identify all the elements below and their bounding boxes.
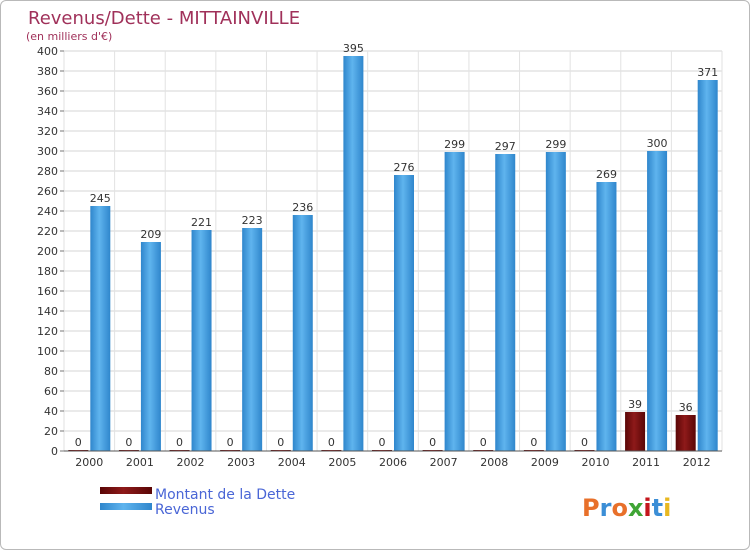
bar-revenus-2006 xyxy=(394,175,414,451)
label-revenus-2000: 245 xyxy=(90,192,111,205)
label-dette-2007: 0 xyxy=(429,436,436,449)
y-axis-ticks: 0 20 40 60 80 100 120 140 160 180 200 220 240 260 280 3… xyxy=(37,45,64,458)
logo-letter: t xyxy=(652,494,663,522)
label-revenus-2009: 299 xyxy=(545,138,566,151)
label-revenus-2010: 269 xyxy=(596,168,617,181)
bar-revenus-2007 xyxy=(444,152,465,451)
y-tick-label: 280 xyxy=(37,165,58,178)
bar-revenus-2008 xyxy=(495,154,516,451)
label-dette-2005: 0 xyxy=(328,436,335,449)
label-revenus-2007: 299 xyxy=(444,138,465,151)
bar-revenus-2005 xyxy=(343,56,364,451)
logo-letter: i xyxy=(643,494,651,522)
logo-letter: o xyxy=(611,494,628,522)
gridlines xyxy=(63,50,723,452)
y-tick-label: 300 xyxy=(37,145,58,158)
x-tick-label-2006: 2006 xyxy=(379,456,407,469)
chart-subtitle: (en milliers d'€) xyxy=(26,30,112,43)
y-tick-label: 260 xyxy=(37,185,58,198)
y-tick-label: 60 xyxy=(44,385,58,398)
logo-letter: x xyxy=(628,494,644,522)
logo-letter: r xyxy=(600,494,612,522)
label-revenus-2001: 209 xyxy=(140,228,161,241)
bar-revenus-2001 xyxy=(140,242,161,451)
bar-dette-2012 xyxy=(675,415,696,451)
label-revenus-2006: 276 xyxy=(394,161,415,174)
y-tick-label: 40 xyxy=(44,405,58,418)
y-tick-label: 320 xyxy=(37,125,58,138)
y-tick-label: 380 xyxy=(37,65,58,78)
y-tick-label: 220 xyxy=(37,225,58,238)
label-dette-2006: 0 xyxy=(379,436,386,449)
legend-swatch-debt xyxy=(100,487,152,494)
label-dette-2009: 0 xyxy=(530,436,537,449)
y-tick-label: 0 xyxy=(51,445,58,458)
label-revenus-2005: 395 xyxy=(343,42,364,55)
logo-letter: i xyxy=(663,494,671,522)
bar-revenus-2002 xyxy=(191,230,212,451)
bar-revenus-2009 xyxy=(545,152,566,451)
x-tick-label-2005: 2005 xyxy=(328,456,356,469)
y-tick-label: 360 xyxy=(37,85,58,98)
bars: 0 245 0 209 0 221 0 223 0 236 0 395 0 276 0 299 0 297 0 299… xyxy=(68,42,718,451)
label-revenus-2011: 300 xyxy=(647,137,668,150)
y-tick-label: 20 xyxy=(44,425,58,438)
y-tick-label: 400 xyxy=(37,45,58,58)
y-tick-label: 140 xyxy=(37,305,58,318)
bar-dette-2011 xyxy=(625,412,646,451)
label-dette-2012: 36 xyxy=(679,401,693,414)
x-tick-label-2011: 2011 xyxy=(632,456,660,469)
label-revenus-2003: 223 xyxy=(242,214,263,227)
bar-revenus-2010 xyxy=(596,182,617,451)
legend-swatch-revenus xyxy=(100,503,152,510)
x-tick-label-2010: 2010 xyxy=(581,456,609,469)
y-tick-label: 240 xyxy=(37,205,58,218)
y-tick-label: 200 xyxy=(37,245,58,258)
y-tick-label: 120 xyxy=(37,325,58,338)
bar-revenus-2004 xyxy=(292,215,313,451)
y-tick-label: 160 xyxy=(37,285,58,298)
y-tick-label: 180 xyxy=(37,265,58,278)
label-revenus-2008: 297 xyxy=(495,140,516,153)
bar-revenus-2000 xyxy=(90,206,111,451)
label-dette-2003: 0 xyxy=(227,436,234,449)
label-dette-2011: 39 xyxy=(628,398,642,411)
x-tick-label-2008: 2008 xyxy=(480,456,508,469)
label-dette-2002: 0 xyxy=(176,436,183,449)
x-tick-label-2009: 2009 xyxy=(531,456,559,469)
label-dette-2001: 0 xyxy=(125,436,132,449)
y-tick-label: 340 xyxy=(37,105,58,118)
logo-letter: P xyxy=(582,494,600,522)
chart-title: Revenus/Dette - MITTAINVILLE xyxy=(28,8,300,29)
legend: Montant de la Dette Revenus xyxy=(100,487,295,518)
legend-label-debt: Montant de la Dette xyxy=(155,487,295,503)
proxiti-logo: Proxiti xyxy=(582,494,671,522)
x-tick-label-2012: 2012 xyxy=(683,456,711,469)
legend-label-revenus: Revenus xyxy=(155,502,215,518)
label-revenus-2002: 221 xyxy=(191,216,212,229)
label-dette-2000: 0 xyxy=(75,436,82,449)
x-tick-label-2001: 2001 xyxy=(126,456,154,469)
x-tick-label-2002: 2002 xyxy=(177,456,205,469)
bar-revenus-2011 xyxy=(647,151,668,451)
x-tick-label-2004: 2004 xyxy=(278,456,306,469)
label-revenus-2012: 371 xyxy=(697,66,718,79)
label-revenus-2004: 236 xyxy=(292,201,313,214)
proxiti-logo-text: Proxiti xyxy=(582,494,671,522)
label-dette-2008: 0 xyxy=(480,436,487,449)
y-tick-label: 80 xyxy=(44,365,58,378)
label-dette-2010: 0 xyxy=(581,436,588,449)
x-tick-label-2003: 2003 xyxy=(227,456,255,469)
bar-revenus-2012 xyxy=(697,80,718,451)
y-tick-label: 100 xyxy=(37,345,58,358)
x-tick-label-2000: 2000 xyxy=(75,456,103,469)
x-tick-label-2007: 2007 xyxy=(430,456,458,469)
x-axis-ticks: 2000 2001 2002 2003 2004 2005 2006 2007 2008 2009… xyxy=(75,456,710,469)
bar-revenus-2003 xyxy=(242,228,263,451)
label-dette-2004: 0 xyxy=(277,436,284,449)
